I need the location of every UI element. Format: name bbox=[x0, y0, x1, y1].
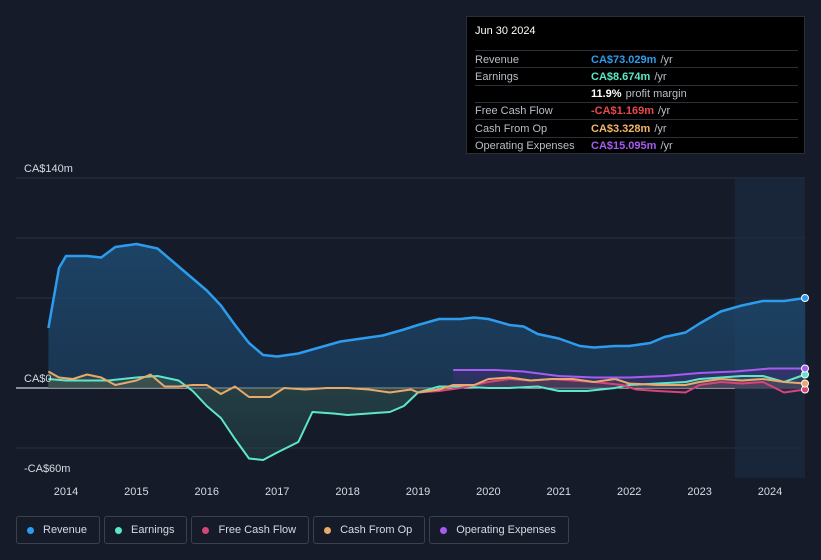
legend-dot-icon bbox=[115, 526, 123, 534]
tooltip-row-unit: /yr bbox=[654, 122, 667, 135]
legend-label: Operating Expenses bbox=[456, 524, 556, 536]
x-tick-label: 2017 bbox=[265, 486, 289, 498]
legend-dot-icon bbox=[27, 526, 34, 534]
tooltip-row: Free Cash Flow -CA$1.169m/yr bbox=[475, 101, 798, 120]
tooltip-row-value: 11.9% bbox=[591, 88, 622, 101]
legend-item[interactable]: Operating Expenses bbox=[429, 516, 569, 544]
legend-label: Free Cash Flow bbox=[218, 524, 297, 536]
legend-item[interactable]: Free Cash Flow bbox=[191, 516, 310, 544]
x-tick-label: 2014 bbox=[54, 486, 78, 498]
x-tick-label: 2020 bbox=[476, 486, 500, 498]
tooltip-date: Jun 30 2024 bbox=[475, 25, 536, 37]
series-end-point bbox=[801, 379, 809, 388]
legend-label: Revenue bbox=[43, 524, 88, 536]
tooltip-row: Earnings CA$8.674m/yr bbox=[475, 67, 798, 85]
series-area bbox=[48, 244, 806, 388]
tooltip-row: Revenue CA$73.029m/yr bbox=[475, 50, 798, 68]
legend-dot-icon bbox=[202, 526, 210, 534]
x-tick-label: 2018 bbox=[335, 486, 359, 498]
x-tick-label: 2021 bbox=[547, 486, 571, 498]
legend-item[interactable]: Cash From Op bbox=[313, 516, 426, 544]
x-tick-label: 2016 bbox=[195, 486, 219, 498]
tooltip-row-value: -CA$1.169m bbox=[591, 105, 654, 118]
y-tick-label: -CA$60m bbox=[24, 463, 70, 475]
x-tick-label: 2022 bbox=[617, 486, 641, 498]
tooltip-panel: Jun 30 2024 Revenue CA$73.029m/yr Earnings… bbox=[466, 16, 805, 154]
tooltip-row-value: CA$3.328m bbox=[591, 122, 651, 135]
legend-item[interactable]: Earnings bbox=[104, 516, 188, 544]
tooltip-row-label: Free Cash Flow bbox=[475, 105, 553, 118]
tooltip-row-unit: /yr bbox=[654, 70, 667, 83]
tooltip-row-label: Revenue bbox=[475, 53, 520, 66]
tooltip-row-value: CA$8.674m bbox=[591, 70, 651, 83]
y-tick-label: CA$140m bbox=[24, 163, 73, 175]
legend-label: Earnings bbox=[131, 524, 175, 536]
tooltip-row-label: Earnings bbox=[475, 70, 519, 83]
x-tick-label: 2024 bbox=[758, 486, 782, 498]
series-end-point bbox=[801, 294, 809, 302]
tooltip-row: Cash From Op CA$3.328m/yr bbox=[475, 119, 798, 137]
tooltip-row-unit: /yr bbox=[660, 140, 673, 152]
tooltip-row-unit: /yr bbox=[660, 53, 673, 66]
legend-dot-icon bbox=[440, 526, 448, 534]
x-tick-label: 2019 bbox=[406, 486, 430, 498]
tooltip-row-label: Operating Expenses bbox=[475, 140, 575, 152]
tooltip-row-value: CA$73.029m bbox=[591, 53, 657, 66]
legend-dot-icon bbox=[324, 526, 332, 534]
series-area bbox=[48, 374, 806, 460]
legend-item[interactable]: Revenue bbox=[16, 516, 101, 544]
series-line bbox=[47, 370, 806, 398]
line-chart: CA$140m CA$0 -CA$60m 2014 2015 2016 2017 2018 20… bbox=[16, 163, 809, 498]
tooltip-row-value: CA$15.095m bbox=[591, 140, 657, 152]
tooltip-row-unit: /yr bbox=[657, 105, 671, 118]
series-line bbox=[453, 367, 806, 379]
series-end-point bbox=[801, 364, 809, 373]
tooltip-row: Operating Expenses CA$15.095m/yr bbox=[475, 136, 798, 155]
y-tick-label: CA$0 bbox=[24, 373, 52, 385]
series-line bbox=[47, 242, 806, 358]
tooltip-row: 11.9% profit margin bbox=[475, 84, 798, 103]
legend-label: Cash From Op bbox=[340, 524, 413, 536]
tooltip-row-label: Cash From Op bbox=[475, 122, 548, 135]
x-tick-label: 2015 bbox=[124, 486, 148, 498]
tooltip-row-unit: profit margin bbox=[625, 88, 687, 101]
x-tick-label: 2023 bbox=[687, 486, 711, 498]
legend: Revenue Earnings Free Cash Flow Cash From O… bbox=[16, 516, 569, 544]
series-line bbox=[48, 373, 806, 461]
